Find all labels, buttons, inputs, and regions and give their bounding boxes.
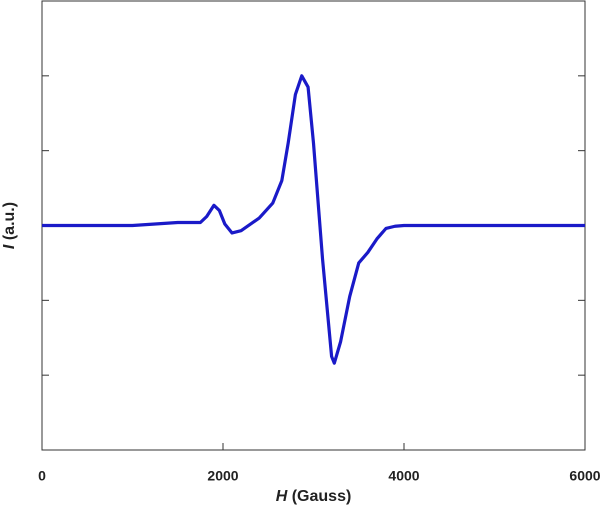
- x-axis-unit: (Gauss): [292, 488, 352, 505]
- y-axis-unit: (a.u.): [1, 202, 18, 240]
- spectrum-line: [42, 74, 585, 365]
- x-tick-label: 0: [38, 468, 46, 484]
- y-axis-symbol: I: [1, 244, 18, 249]
- x-tick-label: 4000: [388, 468, 419, 484]
- y-axis-label: I (a.u.): [1, 202, 18, 249]
- x-axis-symbol: H: [276, 488, 288, 505]
- x-tick-label: 2000: [207, 468, 238, 484]
- x-tick-label: 6000: [569, 468, 600, 484]
- x-axis-label: H (Gauss): [276, 488, 352, 505]
